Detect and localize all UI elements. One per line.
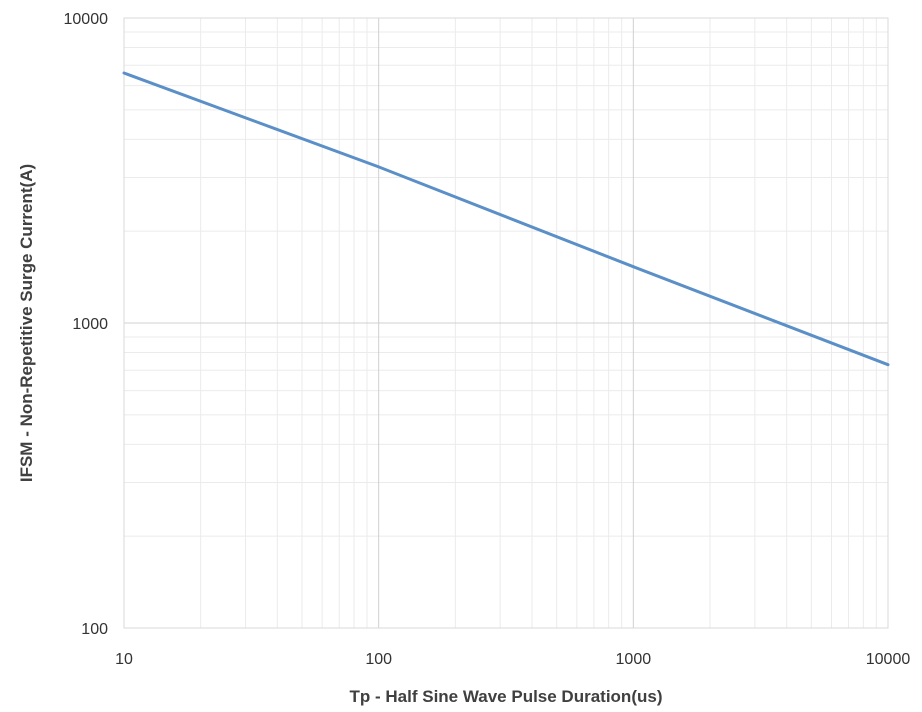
series-layer: [122, 71, 890, 367]
y-tick-label: 10000: [64, 11, 109, 28]
x-tick-label: 10: [115, 651, 133, 668]
plot-area-frame: [123, 17, 889, 629]
y-tick-label: 1000: [72, 316, 108, 333]
y-tick-labels: 100 1000 10000: [64, 11, 109, 638]
x-axis-title: Tp - Half Sine Wave Pulse Duration(us): [350, 687, 663, 706]
x-tick-label: 10000: [866, 651, 911, 668]
x-tick-label: 1000: [616, 651, 652, 668]
x-tick-labels: 10 100 1000 10000: [115, 651, 910, 668]
series-line-1: [122, 71, 890, 367]
y-tick-label: 100: [81, 621, 108, 638]
x-tick-label: 100: [365, 651, 392, 668]
y-axis-title: IFSM - Non-Repetitive Surge Current(A): [17, 164, 36, 482]
